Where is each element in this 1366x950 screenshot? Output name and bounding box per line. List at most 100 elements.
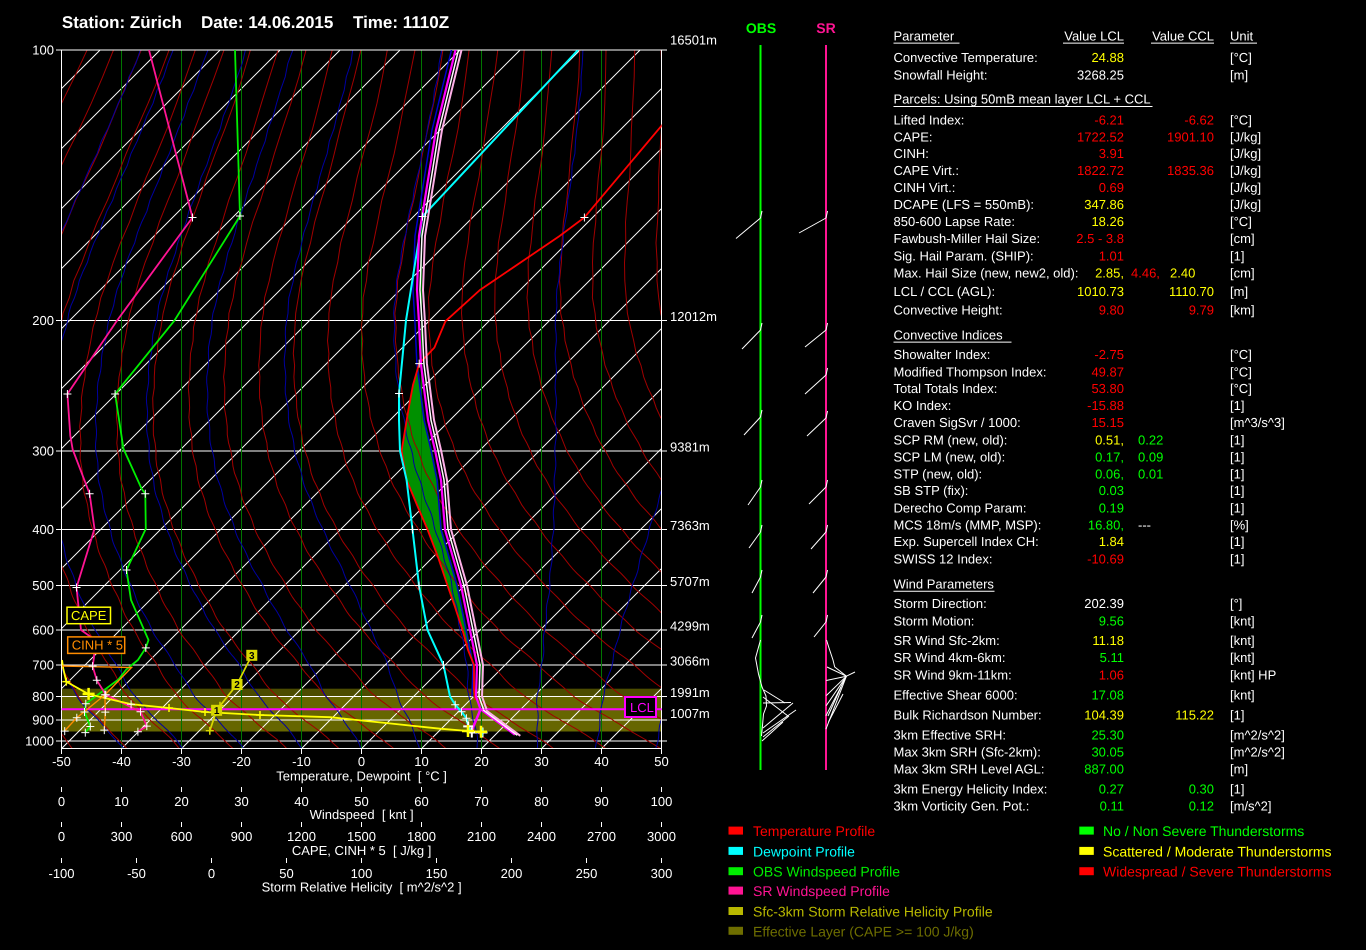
svg-text:3268.25: 3268.25 <box>1077 68 1124 83</box>
svg-text:[1]: [1] <box>1230 449 1244 464</box>
svg-text:0.03: 0.03 <box>1099 483 1124 498</box>
svg-text:0.19: 0.19 <box>1099 500 1124 515</box>
svg-text:1.06: 1.06 <box>1099 667 1124 682</box>
svg-text:[1]: [1] <box>1230 534 1244 549</box>
svg-text:[J/kg]: [J/kg] <box>1230 146 1261 161</box>
svg-text:3: 3 <box>249 651 255 662</box>
svg-text:30: 30 <box>534 754 548 769</box>
svg-text:LCL / CCL (AGL):: LCL / CCL (AGL): <box>894 284 996 299</box>
svg-text:CINH Virt.:: CINH Virt.: <box>894 180 956 195</box>
svg-text:SR Wind 9km-11km:: SR Wind 9km-11km: <box>894 667 1012 682</box>
svg-text:[m^3/s^3]: [m^3/s^3] <box>1230 415 1285 430</box>
svg-text:[J/kg]: [J/kg] <box>1230 197 1261 212</box>
svg-text:1800: 1800 <box>407 829 436 844</box>
svg-text:[1]: [1] <box>1230 500 1244 515</box>
svg-text:80: 80 <box>534 794 548 809</box>
svg-text:1835.36: 1835.36 <box>1167 163 1214 178</box>
svg-text:No / Non Severe Thunderstorms: No / Non Severe Thunderstorms <box>1103 823 1304 839</box>
svg-text:[1]: [1] <box>1230 552 1244 567</box>
svg-text:[m]: [m] <box>1230 284 1248 299</box>
svg-text:30: 30 <box>234 794 248 809</box>
svg-text:104.39: 104.39 <box>1084 708 1124 723</box>
svg-text:Snowfall Height:: Snowfall Height: <box>894 68 988 83</box>
svg-text:Showalter Index:: Showalter Index: <box>894 347 991 362</box>
svg-text:150: 150 <box>426 866 448 881</box>
svg-text:KO Index:: KO Index: <box>894 398 952 413</box>
svg-text:-10.69: -10.69 <box>1087 552 1124 567</box>
svg-text:1722.52: 1722.52 <box>1077 129 1124 144</box>
svg-text:Max. Hail Size (new, new2, old: Max. Hail Size (new, new2, old): <box>894 265 1079 280</box>
svg-text:9381m: 9381m <box>670 440 710 455</box>
svg-text:Parcels: Using 50mB mean layer: Parcels: Using 50mB mean layer LCL + CCL <box>894 92 1151 107</box>
svg-text:DCAPE (LFS = 550mB):: DCAPE (LFS = 550mB): <box>894 197 1035 212</box>
svg-text:Windspeed [ knt ]: Windspeed [ knt ] <box>310 807 414 822</box>
svg-text:[1]: [1] <box>1230 466 1244 481</box>
svg-text:1110.70: 1110.70 <box>1169 284 1214 299</box>
svg-text:SCP RM (new, old):: SCP RM (new, old): <box>894 432 1008 447</box>
svg-text:Effective Shear 6000:: Effective Shear 6000: <box>894 687 1018 702</box>
svg-text:Time: 1110Z: Time: 1110Z <box>353 13 449 32</box>
svg-text:[m/s^2]: [m/s^2] <box>1230 799 1272 814</box>
svg-text:300: 300 <box>32 444 54 459</box>
svg-text:16501m: 16501m <box>670 33 717 48</box>
svg-text:[1]: [1] <box>1230 432 1244 447</box>
svg-text:[cm]: [cm] <box>1230 265 1255 280</box>
svg-text:CINH:: CINH: <box>894 146 929 161</box>
svg-text:25.30: 25.30 <box>1091 728 1124 743</box>
svg-text:STP (new, old):: STP (new, old): <box>894 466 983 481</box>
svg-text:40: 40 <box>594 754 608 769</box>
svg-text:0.01: 0.01 <box>1138 466 1163 481</box>
svg-text:Sig. Hail Param. (SHIP):: Sig. Hail Param. (SHIP): <box>894 248 1034 263</box>
svg-text:Max 3km SRH (Sfc-2km):: Max 3km SRH (Sfc-2km): <box>894 745 1041 760</box>
svg-text:[1]: [1] <box>1230 398 1244 413</box>
svg-text:Total Totals Index:: Total Totals Index: <box>894 381 998 396</box>
svg-text:300: 300 <box>111 829 133 844</box>
svg-text:[m]: [m] <box>1230 761 1248 776</box>
svg-text:3km Effective SRH:: 3km Effective SRH: <box>894 728 1006 743</box>
svg-text:0.27: 0.27 <box>1099 781 1124 796</box>
svg-text:Convective Temperature:: Convective Temperature: <box>894 50 1038 65</box>
svg-text:300: 300 <box>651 866 673 881</box>
svg-text:1822.72: 1822.72 <box>1077 163 1124 178</box>
svg-text:900: 900 <box>231 829 253 844</box>
svg-text:Value LCL: Value LCL <box>1064 28 1124 43</box>
svg-text:Wind Parameters: Wind Parameters <box>894 576 995 591</box>
svg-text:CAPE, CINH * 5 [ J/kg ]: CAPE, CINH * 5 [ J/kg ] <box>292 843 431 858</box>
svg-text:0.09: 0.09 <box>1138 449 1163 464</box>
svg-text:Widespread / Severe Thundersto: Widespread / Severe Thunderstorms <box>1103 864 1332 880</box>
svg-text:60: 60 <box>414 794 428 809</box>
svg-text:2700: 2700 <box>587 829 616 844</box>
svg-text:[J/kg]: [J/kg] <box>1230 129 1261 144</box>
svg-text:Exp. Supercell Index CH:: Exp. Supercell Index CH: <box>894 534 1039 549</box>
svg-text:50: 50 <box>654 754 668 769</box>
svg-text:1200: 1200 <box>287 829 316 844</box>
svg-text:[°]: [°] <box>1230 596 1242 611</box>
svg-text:[knt]: [knt] <box>1230 633 1255 648</box>
svg-text:16.80,: 16.80, <box>1088 517 1124 532</box>
svg-text:2.5 - 3.8: 2.5 - 3.8 <box>1076 231 1124 246</box>
svg-text:OBS: OBS <box>746 20 776 36</box>
svg-text:Fawbush-Miller Hail Size:: Fawbush-Miller Hail Size: <box>894 231 1041 246</box>
svg-text:---: --- <box>1138 517 1151 532</box>
svg-text:9.56: 9.56 <box>1099 613 1124 628</box>
svg-text:Convective Indices: Convective Indices <box>894 327 1004 342</box>
svg-text:1500: 1500 <box>347 829 376 844</box>
svg-text:5.11: 5.11 <box>1100 650 1124 665</box>
svg-text:0.22: 0.22 <box>1138 432 1163 447</box>
svg-text:250: 250 <box>576 866 598 881</box>
svg-text:Scattered / Moderate Thunderst: Scattered / Moderate Thunderstorms <box>1103 843 1332 859</box>
svg-text:CAPE:: CAPE: <box>894 129 933 144</box>
svg-text:[knt]: [knt] <box>1230 650 1255 665</box>
svg-text:[knt]: [knt] <box>1230 613 1255 628</box>
svg-text:0: 0 <box>208 866 215 881</box>
svg-text:Temperature Profile: Temperature Profile <box>753 823 875 839</box>
svg-text:-10: -10 <box>292 754 311 769</box>
svg-text:1000: 1000 <box>25 734 54 749</box>
svg-text:10: 10 <box>114 794 128 809</box>
svg-text:MCS 18m/s (MMP, MSP):: MCS 18m/s (MMP, MSP): <box>894 517 1042 532</box>
svg-text:-50: -50 <box>127 866 146 881</box>
svg-text:Parameter: Parameter <box>894 28 955 43</box>
svg-text:Station: Zürich: Station: Zürich <box>62 13 182 32</box>
svg-text:Unit: Unit <box>1230 28 1254 43</box>
svg-text:200: 200 <box>32 313 54 328</box>
